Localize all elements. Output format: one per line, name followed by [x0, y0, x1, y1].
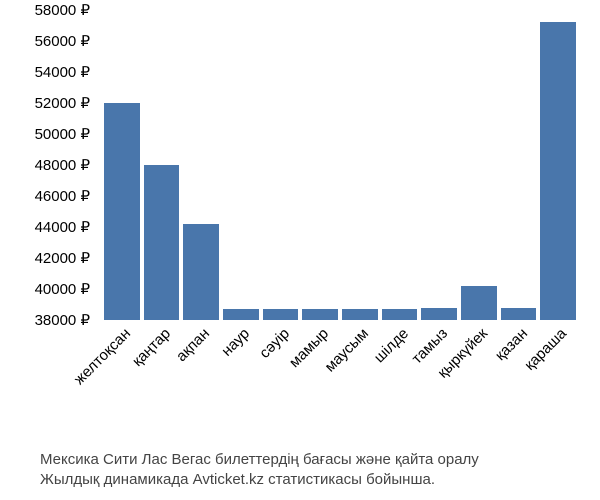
x-tick-label: тамыз [421, 325, 457, 445]
chart-plot-area [100, 10, 580, 320]
bars-group [100, 10, 580, 320]
x-axis-labels: желтоқсанқаңтарақпаннаурсәуірмамырмаусым… [100, 325, 580, 445]
y-tick-label: 46000 ₽ [35, 187, 90, 205]
y-tick-label: 44000 ₽ [35, 218, 90, 236]
y-tick-label: 58000 ₽ [35, 1, 90, 19]
x-tick-label: қыркүйек [461, 325, 497, 445]
bar [421, 308, 457, 320]
bar [382, 309, 418, 320]
bar [183, 224, 219, 320]
caption-line-1: Мексика Сити Лас Вегас билеттердің бағас… [40, 450, 590, 470]
y-tick-label: 50000 ₽ [35, 125, 90, 143]
bar [104, 103, 140, 320]
bar [540, 22, 576, 320]
y-tick-label: 38000 ₽ [35, 311, 90, 329]
x-tick-label: қаңтар [144, 325, 180, 445]
x-tick-label: желтоқсан [104, 325, 140, 445]
y-tick-label: 52000 ₽ [35, 94, 90, 112]
y-tick-label: 56000 ₽ [35, 32, 90, 50]
y-tick-label: 40000 ₽ [35, 280, 90, 298]
bar [342, 309, 378, 320]
x-tick-label: сәуір [263, 325, 299, 445]
chart-container: 38000 ₽ 40000 ₽ 42000 ₽ 44000 ₽ 46000 ₽ 48000… [0, 0, 600, 500]
bar [302, 309, 338, 320]
y-tick-label: 48000 ₽ [35, 156, 90, 174]
x-tick-label: наур [223, 325, 259, 445]
bar [263, 309, 299, 320]
x-tick-label: шілде [382, 325, 418, 445]
bar [461, 286, 497, 320]
y-tick-label: 54000 ₽ [35, 63, 90, 81]
bar [223, 309, 259, 320]
x-tick-label: мамыр [302, 325, 338, 445]
x-tick-label: қазан [501, 325, 537, 445]
chart-caption: Мексика Сити Лас Вегас билеттердің бағас… [40, 450, 590, 491]
y-axis: 38000 ₽40000 ₽42000 ₽44000 ₽46000 ₽48000… [0, 10, 95, 320]
x-tick-label: қараша [540, 325, 576, 445]
caption-line-2: Жылдық динамикада Avticket.kz статистика… [40, 470, 590, 490]
bar [144, 165, 180, 320]
x-tick-label: маусым [342, 325, 378, 445]
y-tick-label: 42000 ₽ [35, 249, 90, 267]
x-tick-label: ақпан [183, 325, 219, 445]
bar [501, 308, 537, 320]
